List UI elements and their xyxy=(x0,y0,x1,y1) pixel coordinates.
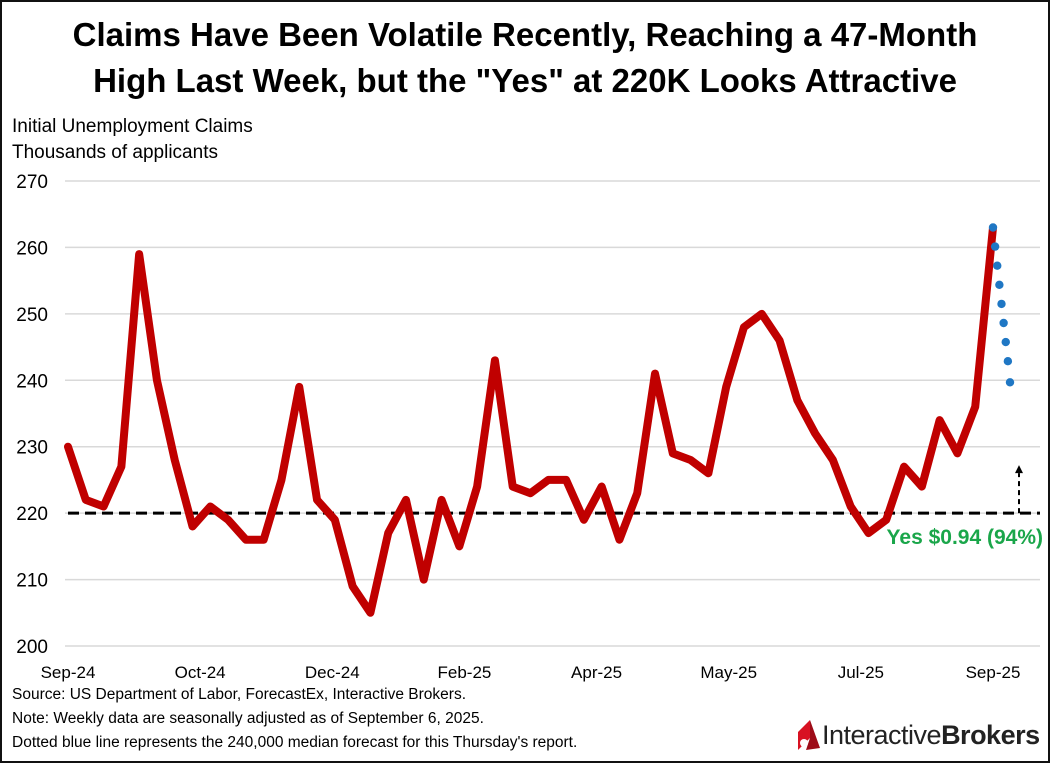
y-tick-label: 240 xyxy=(16,371,48,392)
footnote-forecast: Dotted blue line represents the 240,000 … xyxy=(12,734,578,751)
y-axis-title: Initial Unemployment Claims xyxy=(12,116,253,137)
x-tick-label: Feb-25 xyxy=(437,663,491,682)
y-axis-units: Thousands of applicants xyxy=(12,142,218,163)
y-tick-label: 260 xyxy=(16,238,48,259)
x-tick-label: Oct-24 xyxy=(175,663,226,682)
x-tick-label: Sep-25 xyxy=(966,663,1021,682)
logo-mark-icon xyxy=(798,720,820,750)
forecast-dot xyxy=(990,242,1000,251)
x-tick-label: May-25 xyxy=(700,663,757,682)
y-tick-label: 250 xyxy=(16,305,48,326)
x-tick-label: Sep-24 xyxy=(41,663,96,682)
arrow-head-icon xyxy=(1015,465,1023,474)
x-tick-label: Dec-24 xyxy=(305,663,360,682)
title-line-1: Claims Have Been Volatile Recently, Reac… xyxy=(72,16,978,53)
forecast-dot xyxy=(995,280,1004,289)
chart-title: Claims Have Been Volatile Recently, Reac… xyxy=(0,12,1050,104)
forecast-dot xyxy=(988,223,998,232)
x-tick-label: Apr-25 xyxy=(571,663,622,682)
y-tick-label: 230 xyxy=(16,438,48,459)
forecast-dot xyxy=(1003,356,1013,366)
y-tick-label: 220 xyxy=(16,504,48,525)
y-tick-label: 210 xyxy=(16,571,48,592)
interactive-brokers-logo: InteractiveBrokers xyxy=(796,718,1040,752)
logo-text: InteractiveBrokers xyxy=(822,719,1040,750)
y-tick-label: 270 xyxy=(16,172,48,193)
footnote-source: Source: US Department of Labor, Forecast… xyxy=(12,686,467,703)
claims-line xyxy=(64,223,997,617)
forecast-dot xyxy=(999,318,1008,328)
forecast-dot xyxy=(993,261,1002,270)
forecast-dot xyxy=(1001,337,1010,347)
title-line-2: High Last Week, but the "Yes" at 220K Lo… xyxy=(93,62,957,99)
forecast-dot xyxy=(997,299,1006,309)
threshold-label: Yes $0.94 (94%) xyxy=(887,526,1043,549)
y-tick-label: 200 xyxy=(16,637,48,658)
x-tick-label: Jul-25 xyxy=(838,663,884,682)
forecast-dot xyxy=(1005,378,1015,387)
footnote-note: Note: Weekly data are seasonally adjuste… xyxy=(12,710,484,727)
